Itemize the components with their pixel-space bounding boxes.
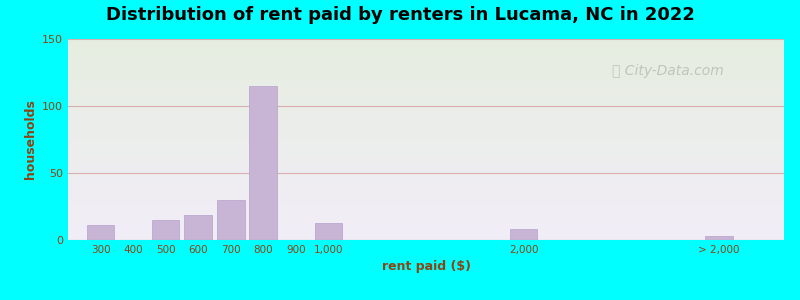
Bar — [250, 86, 277, 240]
Text: Distribution of rent paid by renters in Lucama, NC in 2022: Distribution of rent paid by renters in … — [106, 6, 694, 24]
Bar — [184, 214, 212, 240]
Bar — [152, 220, 179, 240]
Y-axis label: households: households — [23, 100, 37, 179]
Bar — [217, 200, 245, 240]
Bar — [86, 225, 114, 240]
Bar — [510, 229, 538, 240]
Bar — [705, 236, 733, 240]
X-axis label: rent paid ($): rent paid ($) — [382, 260, 470, 273]
Bar — [314, 223, 342, 240]
Text: Ⓢ City-Data.com: Ⓢ City-Data.com — [612, 64, 724, 78]
